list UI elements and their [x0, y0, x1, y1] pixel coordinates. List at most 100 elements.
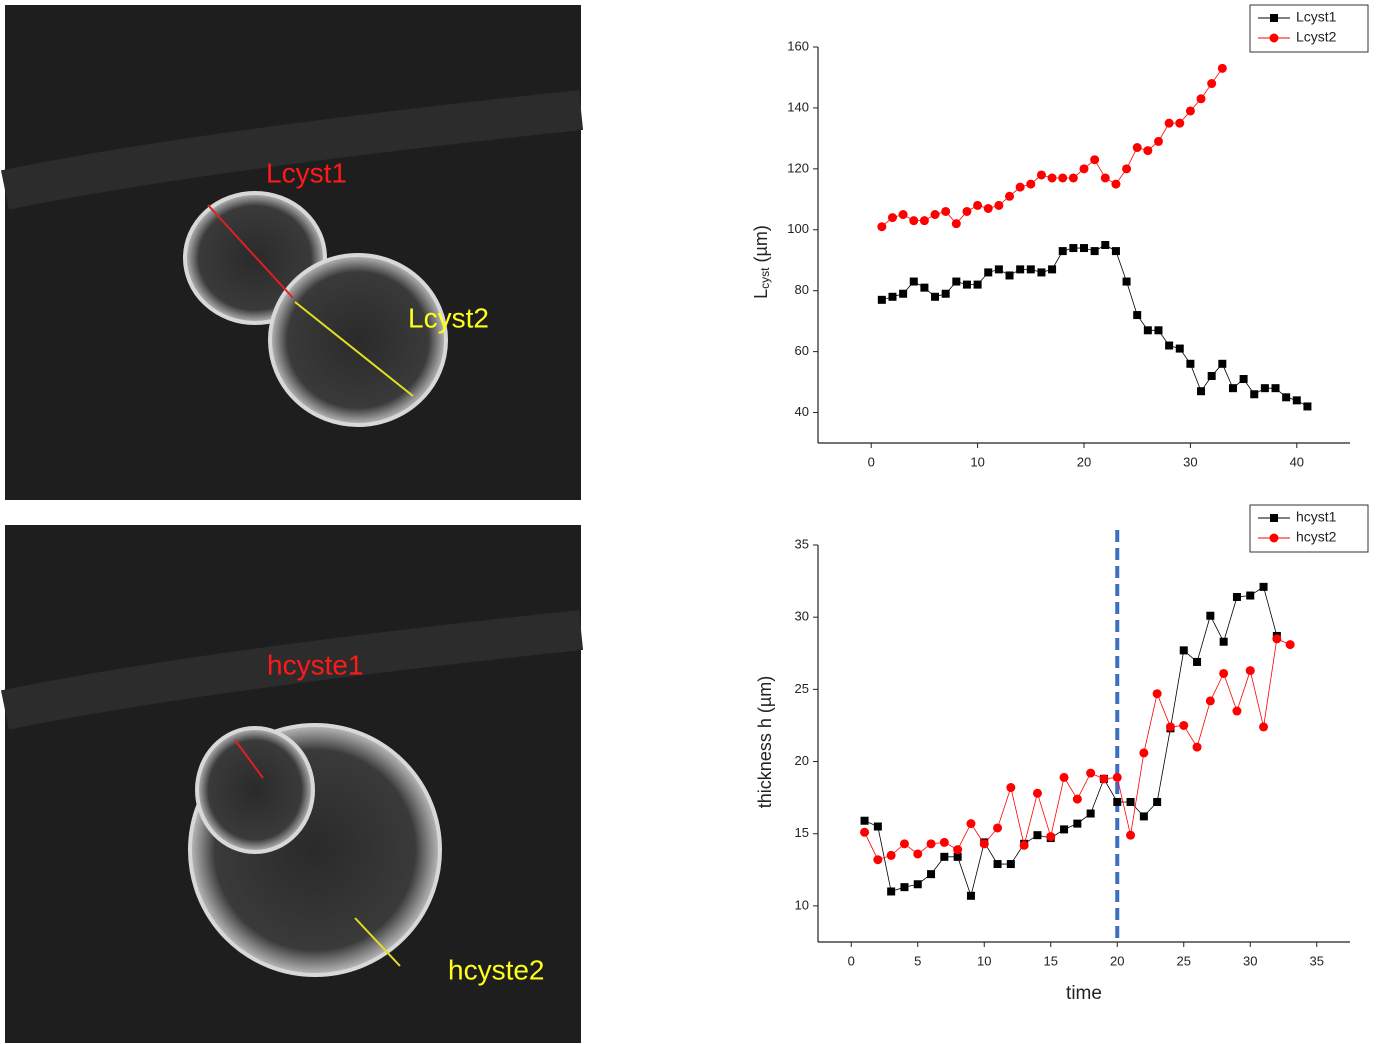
legend-label: hcyst1: [1296, 509, 1337, 525]
legend-label: Lcyst1: [1296, 9, 1337, 25]
legend-label: hcyst2: [1296, 529, 1337, 545]
legend-label: Lcyst2: [1296, 29, 1337, 45]
marker: [994, 200, 1004, 210]
marker: [1282, 393, 1291, 402]
y-tick-label: 120: [787, 160, 809, 175]
marker: [1026, 265, 1035, 274]
marker: [1232, 592, 1241, 601]
marker: [983, 203, 993, 213]
legend: Lcyst1 Lcyst2: [1249, 4, 1369, 53]
marker: [899, 289, 908, 298]
marker: [1206, 611, 1215, 620]
y-axis-title-sub: cyst: [758, 267, 772, 289]
marker: [979, 839, 989, 849]
marker: [913, 880, 922, 889]
legend: hcyst1 hcyst2: [1249, 504, 1369, 553]
y-axis-title: thickness h (µm): [755, 676, 775, 808]
marker: [1111, 179, 1121, 189]
marker: [860, 816, 869, 825]
marker: [1245, 666, 1255, 676]
micrograph-top: Lcyst1 Lcyst2: [0, 5, 584, 500]
marker: [920, 283, 929, 292]
marker: [1058, 173, 1068, 183]
marker: [1126, 797, 1135, 806]
marker: [951, 219, 961, 229]
x-tick-label: 30: [1183, 454, 1197, 469]
marker: [966, 819, 976, 829]
marker: [1068, 173, 1078, 183]
y-axis-title-unit: (µm): [751, 225, 771, 267]
y-tick-label: 30: [795, 609, 809, 624]
x-tick-label: 0: [868, 454, 875, 469]
marker: [1086, 809, 1095, 818]
marker: [1239, 375, 1248, 384]
marker: [873, 822, 882, 831]
marker: [1246, 591, 1255, 600]
marker: [1005, 191, 1015, 201]
marker: [1139, 748, 1149, 758]
marker: [1269, 33, 1279, 43]
marker: [877, 295, 886, 304]
image-label: Lcyst1: [266, 157, 347, 188]
marker: [993, 860, 1002, 869]
marker: [966, 891, 975, 900]
marker: [1058, 247, 1067, 256]
marker: [1059, 772, 1069, 782]
y-tick-label: 20: [795, 753, 809, 768]
x-tick-label: 10: [970, 454, 984, 469]
marker: [1196, 94, 1206, 104]
marker: [1112, 772, 1122, 782]
marker: [1193, 657, 1202, 666]
marker: [1205, 696, 1215, 706]
marker: [1005, 271, 1014, 280]
marker: [1259, 582, 1268, 591]
marker: [1185, 106, 1195, 116]
marker: [1060, 825, 1069, 834]
series-line: [881, 68, 1223, 228]
x-tick-label: 30: [1243, 953, 1257, 968]
x-tick-label: 10: [977, 953, 991, 968]
marker: [1186, 359, 1195, 368]
y-tick-label: 80: [795, 282, 809, 297]
marker: [1270, 14, 1278, 22]
marker: [1192, 742, 1202, 752]
marker: [1250, 390, 1259, 399]
y-axis-title-main: L: [751, 289, 771, 299]
marker: [1033, 831, 1042, 840]
marker: [1219, 637, 1228, 646]
marker: [1218, 359, 1227, 368]
marker: [1086, 768, 1096, 778]
marker: [993, 823, 1003, 833]
marker: [973, 200, 983, 210]
marker: [887, 213, 897, 223]
series-line: [864, 586, 1278, 898]
legend-box: [1249, 4, 1369, 53]
image-label: hcyste2: [448, 954, 545, 985]
marker: [1270, 514, 1278, 522]
y-tick-label: 15: [795, 825, 809, 840]
marker: [1143, 146, 1153, 156]
x-axis-title: time: [1066, 983, 1102, 1004]
marker: [919, 216, 929, 226]
marker: [1026, 179, 1036, 189]
marker: [1154, 326, 1163, 335]
marker: [1006, 783, 1016, 793]
y-tick-label: 140: [787, 99, 809, 114]
marker: [1175, 344, 1184, 353]
marker: [1207, 79, 1217, 89]
marker: [1122, 277, 1131, 286]
marker: [1047, 173, 1057, 183]
marker: [1228, 384, 1237, 393]
marker: [1269, 533, 1279, 543]
marker: [926, 839, 936, 849]
marker: [873, 855, 883, 865]
marker: [1079, 164, 1089, 174]
marker: [1100, 173, 1110, 183]
marker: [984, 268, 993, 277]
marker: [913, 849, 923, 859]
marker: [1139, 812, 1148, 821]
marker: [1232, 706, 1242, 716]
marker: [1099, 774, 1109, 784]
x-tick-label: 0: [848, 953, 855, 968]
